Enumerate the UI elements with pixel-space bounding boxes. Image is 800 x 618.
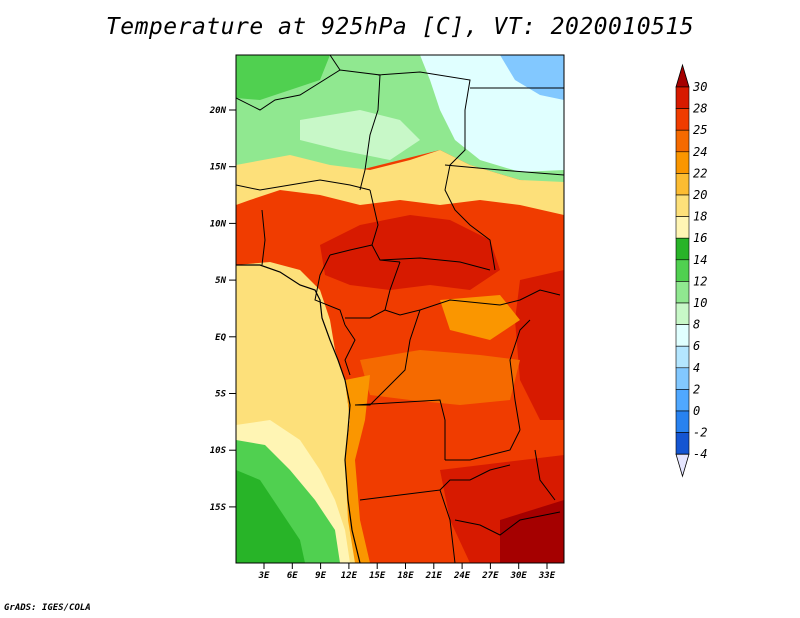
colorbar-label: 18 (693, 210, 707, 224)
lat-label: 20N (209, 106, 227, 116)
colorbar-label: 22 (693, 166, 707, 180)
colorbar-segment (675, 151, 690, 174)
colorbar-segment (675, 259, 690, 282)
lat-label: 15S (210, 503, 227, 513)
colorbar-segment (675, 194, 690, 217)
colorbar-segment (675, 345, 690, 369)
lon-label: 21E (425, 571, 443, 581)
colorbar-label: -2 (693, 426, 707, 440)
colorbar-label: 16 (693, 231, 707, 245)
colorbar-segment (675, 129, 690, 153)
map-frame (235, 54, 565, 564)
lon-label: 30E (510, 571, 528, 581)
colorbar-label: 6 (693, 339, 700, 353)
lat-label: 10S (210, 446, 227, 456)
coastline (236, 264, 361, 563)
colorbar-segment (675, 86, 690, 109)
colorbar-segment (675, 302, 690, 325)
colorbar-segment (675, 432, 690, 455)
colorbar-label: 25 (693, 123, 707, 137)
colorbar-segment (675, 324, 690, 347)
longitude-axis: 3E 6E 9E 12E 15E 18E 21E 24E 27E 30E 33E (258, 563, 556, 581)
colorbar-segment (675, 108, 690, 131)
lon-label: 12E (341, 571, 358, 581)
lat-label: 15N (210, 163, 227, 173)
lon-label: 9E (315, 571, 326, 581)
credit-label: GrADS: IGES/COLA (4, 603, 91, 613)
lon-label: 15E (369, 571, 386, 581)
colorbar-segment (675, 173, 690, 196)
colorbar-label: 20 (693, 188, 707, 202)
lon-label: 6E (287, 571, 298, 581)
lat-label: 5S (215, 390, 226, 400)
colorbar-label: -4 (693, 447, 707, 461)
country-borders (236, 55, 564, 563)
colorbar-label: 10 (693, 296, 707, 310)
colorbar-segment (675, 389, 690, 412)
colorbar-segment (675, 281, 690, 304)
lon-label: 3E (258, 571, 270, 581)
lat-label: EQ (215, 333, 226, 343)
colorbar-label: 4 (693, 361, 700, 375)
colorbar-top-arrow (675, 63, 690, 88)
lat-label: 10N (210, 219, 227, 229)
colorbar-label: 28 (693, 102, 707, 116)
colorbar-segment (675, 216, 690, 239)
colorbar-segment (675, 367, 690, 390)
latitude-axis: 20N 15N 10N 5N EQ 5S 10S 15S (209, 106, 236, 513)
colorbar-label: 24 (693, 145, 707, 159)
colorbar-segment (675, 410, 690, 433)
temperature-field (236, 55, 564, 563)
colorbar-label: 14 (693, 253, 707, 267)
colorbar-segment (675, 237, 690, 261)
colorbar-label: 2 (693, 382, 700, 396)
lon-label: 24E (453, 571, 471, 581)
colorbar-bottom-arrow (675, 453, 690, 478)
colorbar-label: 8 (693, 318, 700, 332)
lon-label: 27E (481, 571, 499, 581)
lon-label: 33E (538, 571, 556, 581)
lat-label: 5N (215, 276, 226, 286)
map-title: Temperature at 925hPa [C], VT: 202001051… (105, 14, 695, 40)
lon-label: 18E (397, 571, 414, 581)
colorbar-label: 12 (693, 274, 707, 288)
colorbar-label: 30 (692, 80, 707, 94)
colorbar-label: 0 (693, 404, 700, 418)
